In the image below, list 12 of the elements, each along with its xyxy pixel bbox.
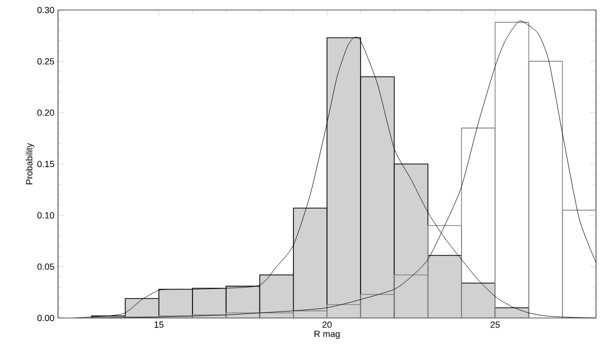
y-tick-label: 0.00 <box>37 314 54 322</box>
y-tick-label: 0.15 <box>37 160 54 168</box>
x-tick-label: 15 <box>154 322 164 328</box>
y-axis-title: Probability <box>26 143 34 184</box>
x-tick-label: 20 <box>322 322 332 328</box>
x-tick-label: 25 <box>490 322 500 328</box>
y-tick-label: 0.20 <box>37 109 54 116</box>
y-tick-label: 0.05 <box>37 263 54 270</box>
x-axis-title: R mag <box>314 330 340 339</box>
y-tick-label: 0.25 <box>37 58 54 65</box>
y-tick-label: 0.30 <box>37 6 54 14</box>
y-tick-label: 0.10 <box>37 212 54 219</box>
